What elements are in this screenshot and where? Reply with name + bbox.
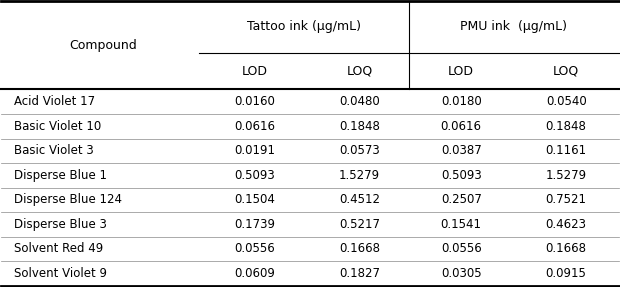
Text: PMU ink  (μg/mL): PMU ink (μg/mL) xyxy=(460,20,567,34)
Text: LOD: LOD xyxy=(241,65,267,77)
Text: 0.1504: 0.1504 xyxy=(234,193,275,206)
Text: 0.5217: 0.5217 xyxy=(339,218,380,231)
Text: LOQ: LOQ xyxy=(346,65,373,77)
Text: 0.1668: 0.1668 xyxy=(546,242,587,255)
Text: LOQ: LOQ xyxy=(553,65,579,77)
Text: 0.1739: 0.1739 xyxy=(234,218,275,231)
Text: 0.1848: 0.1848 xyxy=(546,120,587,133)
Text: 0.0609: 0.0609 xyxy=(234,267,275,280)
Text: 0.0616: 0.0616 xyxy=(234,120,275,133)
Text: 0.4512: 0.4512 xyxy=(339,193,380,206)
Text: 0.0616: 0.0616 xyxy=(441,120,482,133)
Text: 1.5279: 1.5279 xyxy=(339,169,380,182)
Text: 0.1827: 0.1827 xyxy=(339,267,380,280)
Text: 0.0556: 0.0556 xyxy=(441,242,482,255)
Text: 0.4623: 0.4623 xyxy=(546,218,587,231)
Text: 0.7521: 0.7521 xyxy=(546,193,587,206)
Text: 0.0387: 0.0387 xyxy=(441,144,482,157)
Text: 0.0480: 0.0480 xyxy=(339,95,380,108)
Text: 0.1541: 0.1541 xyxy=(441,218,482,231)
Text: Disperse Blue 124: Disperse Blue 124 xyxy=(14,193,122,206)
Text: 0.1668: 0.1668 xyxy=(339,242,380,255)
Text: Compound: Compound xyxy=(69,39,137,52)
Text: Basic Violet 10: Basic Violet 10 xyxy=(14,120,101,133)
Text: 0.0305: 0.0305 xyxy=(441,267,482,280)
Text: Tattoo ink (μg/mL): Tattoo ink (μg/mL) xyxy=(247,20,361,34)
Text: 0.0556: 0.0556 xyxy=(234,242,275,255)
Text: 0.5093: 0.5093 xyxy=(441,169,482,182)
Text: 0.0160: 0.0160 xyxy=(234,95,275,108)
Text: Acid Violet 17: Acid Violet 17 xyxy=(14,95,95,108)
Text: 0.5093: 0.5093 xyxy=(234,169,275,182)
Text: 0.0540: 0.0540 xyxy=(546,95,587,108)
Text: Solvent Violet 9: Solvent Violet 9 xyxy=(14,267,107,280)
Text: 0.0915: 0.0915 xyxy=(546,267,587,280)
Text: LOD: LOD xyxy=(448,65,474,77)
Text: 0.1848: 0.1848 xyxy=(339,120,380,133)
Text: 0.0573: 0.0573 xyxy=(339,144,380,157)
Text: Basic Violet 3: Basic Violet 3 xyxy=(14,144,94,157)
Text: 0.2507: 0.2507 xyxy=(441,193,482,206)
Text: 1.5279: 1.5279 xyxy=(546,169,587,182)
Text: Disperse Blue 3: Disperse Blue 3 xyxy=(14,218,107,231)
Text: 0.0180: 0.0180 xyxy=(441,95,482,108)
Text: 0.1161: 0.1161 xyxy=(546,144,587,157)
Text: Solvent Red 49: Solvent Red 49 xyxy=(14,242,103,255)
Text: 0.0191: 0.0191 xyxy=(234,144,275,157)
Text: Disperse Blue 1: Disperse Blue 1 xyxy=(14,169,107,182)
